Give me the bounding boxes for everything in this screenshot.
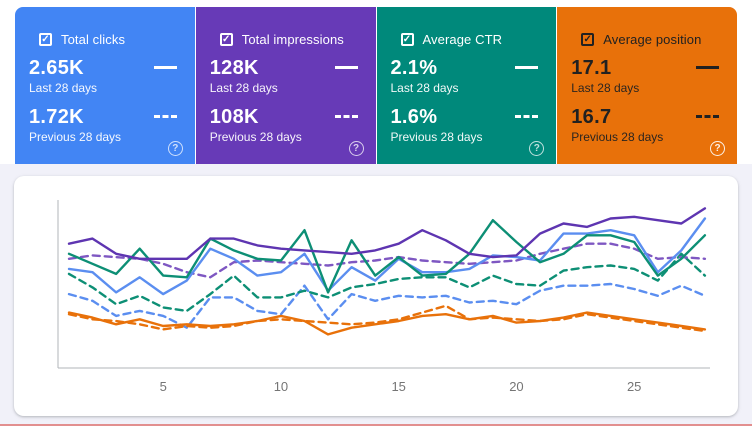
metric-card-total-impressions[interactable]: ✓ Total impressions 128K Last 28 days 10… [195,7,376,164]
metric-previous: 1.6% Previous 28 days [390,106,539,145]
card-title: Total clicks [61,32,126,47]
chart-line-impressions-current [67,207,707,261]
performance-chart-svg[interactable]: 5 10 15 20 25 [14,176,738,416]
metric-value-previous: 108K [209,106,259,128]
bottom-accent-line [0,424,752,426]
metric-value-current: 2.65K [29,57,84,79]
card-title-row: ✓ Average CTR [400,32,543,47]
chart-line-position-current [67,311,707,336]
metric-value-current: 17.1 [571,57,612,79]
card-title-row: ✓ Total clicks [39,32,181,47]
metric-cards-row: ✓ Total clicks 2.65K Last 28 days 1.72K … [15,7,737,164]
performance-chart-card: 5 10 15 20 25 [14,176,738,416]
chart-line-position-previous [67,304,707,333]
metric-period-current: Last 28 days [209,81,278,95]
x-axis-tick-label: 10 [274,379,288,394]
card-title-row: ✓ Total impressions [219,32,362,47]
metric-period-current: Last 28 days [571,81,640,95]
checkbox-check-icon: ✓ [583,33,592,45]
checkbox-check-icon: ✓ [222,33,231,45]
metric-value-current: 2.1% [390,57,438,79]
solid-line-legend-icon [334,66,358,69]
metric-period-previous: Previous 28 days [209,130,302,144]
x-axis-tick-label: 15 [391,379,405,394]
metric-value-previous: 16.7 [571,106,612,128]
metric-card-total-clicks[interactable]: ✓ Total clicks 2.65K Last 28 days 1.72K … [15,7,195,164]
checkbox-check-icon: ✓ [402,33,412,45]
metric-previous: 16.7 Previous 28 days [571,106,719,145]
help-icon[interactable]: ? [167,141,183,156]
checkbox-check-icon: ✓ [41,33,50,45]
chart-line-impressions-previous [67,242,707,279]
solid-line-legend-icon [696,66,719,69]
x-axis-tick-label: 5 [160,379,167,394]
checkbox-total-impressions[interactable]: ✓ [219,33,233,46]
x-axis-tick-label: 20 [509,379,523,394]
metric-current: 2.1% Last 28 days [390,57,539,96]
metric-period-previous: Previous 28 days [571,130,664,144]
metric-period-current: Last 28 days [29,81,98,95]
metric-current: 2.65K Last 28 days [29,57,177,96]
metric-period-previous: Previous 28 days [390,130,483,144]
dashed-line-legend-icon [153,115,177,118]
checkbox-average-position[interactable]: ✓ [581,33,595,46]
metric-previous: 1.72K Previous 28 days [29,106,177,145]
dashed-line-legend-icon [515,115,539,118]
metric-previous: 108K Previous 28 days [209,106,358,145]
chart-line-ctr-current [67,219,707,294]
card-title: Total impressions [241,32,344,47]
chart-lines [67,207,707,336]
metric-current: 17.1 Last 28 days [571,57,719,96]
metric-period-current: Last 28 days [390,81,459,95]
metric-card-average-ctr[interactable]: ✓ Average CTR 2.1% Last 28 days 1.6% Pre… [376,7,557,164]
card-title: Average CTR [422,32,503,47]
x-axis-tick-label: 25 [627,379,641,394]
help-icon[interactable]: ? [348,141,364,156]
checkbox-average-ctr[interactable]: ✓ [400,33,414,46]
x-axis-tick-labels: 5 10 15 20 25 [160,379,642,394]
checkbox-total-clicks[interactable]: ✓ [39,33,52,46]
dashed-line-legend-icon [696,115,719,118]
help-icon[interactable]: ? [710,141,725,156]
chart-line-ctr-previous [67,252,707,313]
card-title: Average position [603,32,702,47]
chart-line-clicks-previous [67,282,707,329]
metric-period-previous: Previous 28 days [29,130,122,144]
metric-value-previous: 1.6% [390,106,438,128]
chart-line-clicks-current [67,217,707,296]
solid-line-legend-icon [515,66,539,69]
card-title-row: ✓ Average position [581,32,723,47]
metric-value-previous: 1.72K [29,106,84,128]
dashed-line-legend-icon [334,115,358,118]
solid-line-legend-icon [153,66,177,69]
metric-card-average-position[interactable]: ✓ Average position 17.1 Last 28 days 16.… [557,7,737,164]
metric-value-current: 128K [209,57,259,79]
metric-current: 128K Last 28 days [209,57,358,96]
help-icon[interactable]: ? [529,141,545,156]
